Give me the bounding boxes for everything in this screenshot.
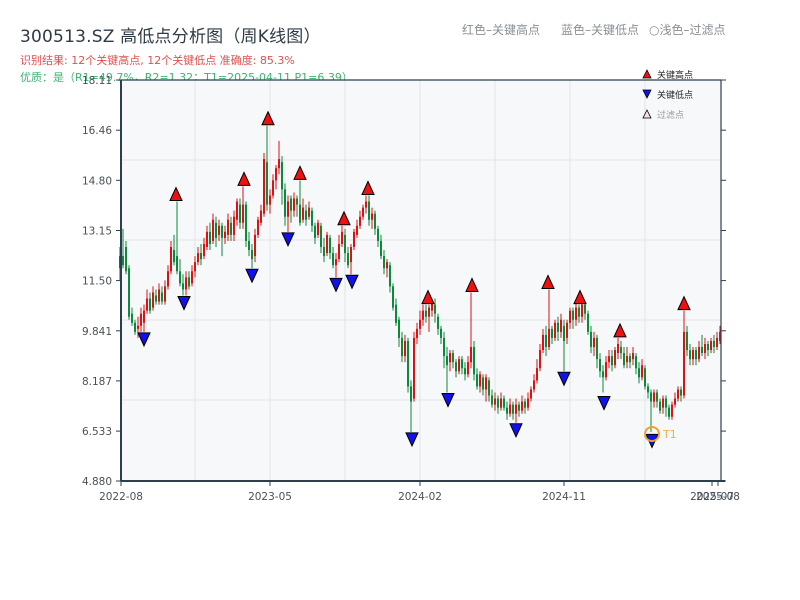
y-tick-label: 9.841 [82, 326, 112, 338]
red-triangle-up-icon [642, 69, 652, 79]
plot-area [121, 80, 721, 481]
grid-lines [121, 80, 721, 481]
key-high-marker [169, 186, 183, 202]
y-tick-label: 18.11 [82, 75, 112, 87]
legend-text-filtered: ○浅色–过滤点 [649, 23, 726, 37]
key-high-marker [677, 295, 691, 311]
y-tick-label: 11.50 [82, 276, 112, 288]
x-tick-label: 2024-11 [542, 491, 586, 503]
key-low-marker [597, 396, 611, 411]
key-high-marker [541, 274, 555, 289]
key-high-marker [293, 165, 307, 180]
x-tick-label: 2025-07 [690, 491, 734, 503]
y-tick-label: 14.80 [82, 175, 112, 187]
key-high-marker [421, 289, 435, 305]
y-tick-label: 8.187 [82, 376, 112, 388]
key-low-marker [441, 392, 455, 408]
light-triangle-up-icon [642, 109, 652, 119]
key-low-marker [557, 371, 571, 387]
key-high-marker [613, 322, 627, 338]
markers [137, 110, 691, 449]
x-tick-label: 2024-02 [398, 491, 442, 503]
legend-item-high: 关键高点 [642, 64, 722, 84]
y-tick-label: 13.15 [82, 226, 112, 238]
key-high-marker [337, 210, 351, 226]
legend-label-high: 关键高点 [657, 70, 694, 81]
t1-annotation: T1 [644, 426, 677, 442]
page-title: 300513.SZ 高低点分析图（周K线图） [20, 27, 321, 47]
legend-item-low: 关键低点 [642, 84, 722, 104]
result-summary: 识别结果: 12个关键高点, 12个关键低点 准确度: 85.3% [20, 54, 295, 67]
axes: 18.11 16.46 14.80 13.15 11.50 9.841 8.187 6.533… [82, 75, 740, 503]
key-high-marker [573, 289, 587, 305]
candles [119, 125, 721, 432]
key-low-marker [245, 268, 259, 284]
y-tick-label: 4.880 [82, 476, 112, 488]
key-low-marker [405, 432, 419, 448]
x-tick-label: 2025-08 [696, 491, 740, 503]
key-high-marker [361, 180, 375, 195]
key-low-marker [177, 296, 191, 311]
key-low-marker [137, 332, 151, 348]
x-tick-label: 2022-08 [99, 491, 143, 503]
legend-label-filtered: 过滤点 [657, 110, 685, 121]
x-tick-label: 2023-05 [248, 491, 292, 503]
chart-legend: 关键高点 关键低点 过滤点 [642, 64, 722, 124]
key-high-marker [465, 277, 479, 292]
key-high-marker [261, 110, 275, 126]
t1-label: T1 [662, 428, 677, 441]
legend-label-low: 关键低点 [657, 90, 694, 101]
blue-triangle-down-icon [642, 89, 652, 99]
y-tick-label: 6.533 [82, 426, 112, 438]
y-tick-label: 16.46 [82, 125, 112, 137]
key-low-marker [329, 277, 343, 293]
key-low-marker [345, 274, 359, 290]
legend-text-blue-lows: 蓝色–关键低点 [561, 23, 640, 37]
key-low-marker [509, 423, 523, 438]
legend-item-filtered: 过滤点 [642, 104, 722, 124]
key-low-marker [281, 232, 295, 248]
key-high-marker [237, 171, 251, 186]
legend-text-red-highs: 红色–关键高点 [462, 23, 541, 37]
